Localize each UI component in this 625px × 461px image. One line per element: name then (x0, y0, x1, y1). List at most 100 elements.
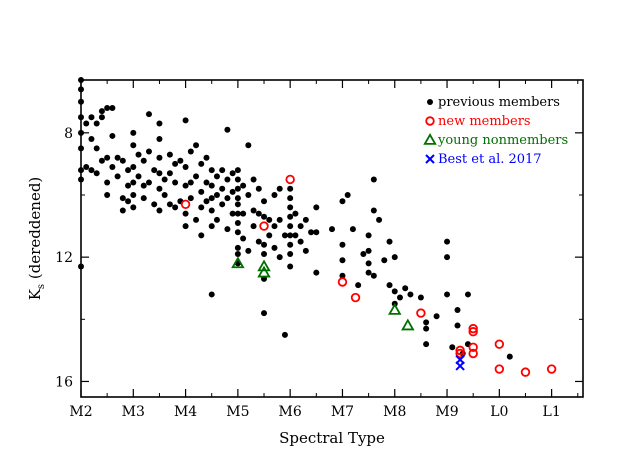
data-point (224, 126, 231, 133)
data-point (203, 179, 210, 186)
data-point (261, 241, 268, 248)
data-point (281, 331, 288, 338)
data-point (240, 210, 247, 217)
data-point (308, 229, 315, 236)
data-point (365, 269, 372, 276)
x-tick-label: L1 (543, 404, 561, 420)
data-point (182, 117, 189, 124)
data-point (494, 364, 505, 374)
y-axis-label-main: K (26, 288, 44, 300)
data-point (444, 291, 451, 298)
data-point (161, 176, 168, 183)
data-point (266, 232, 273, 239)
data-point (255, 210, 262, 217)
data-point (370, 176, 377, 183)
plot-frame (80, 79, 584, 398)
data-point (276, 185, 283, 192)
data-point (266, 216, 273, 223)
data-point (339, 272, 346, 279)
data-point (468, 323, 478, 334)
series-new-members (180, 174, 557, 377)
data-point (444, 238, 451, 245)
data-point (355, 282, 362, 289)
data-point (219, 185, 226, 192)
data-point (234, 185, 241, 192)
data-point (297, 238, 304, 245)
data-point (423, 341, 430, 348)
data-point (468, 327, 478, 337)
data-point (292, 232, 299, 239)
data-point (104, 154, 111, 161)
data-point (172, 204, 179, 211)
data-point (177, 157, 184, 164)
data-point (156, 120, 163, 127)
x-tick-label: M2 (69, 404, 92, 420)
x-tick-label: L0 (490, 404, 508, 420)
data-point (407, 291, 414, 298)
data-point (234, 229, 241, 236)
data-point (454, 322, 461, 329)
y-tick-label: 16 (55, 374, 73, 390)
data-point (93, 145, 100, 152)
data-point (182, 182, 189, 189)
data-point (119, 195, 126, 202)
data-point (229, 188, 236, 195)
data-point (208, 207, 215, 214)
data-point (455, 348, 465, 359)
data-point (156, 207, 163, 214)
x-tick-label: M4 (174, 404, 197, 420)
data-point (156, 185, 163, 192)
data-point (259, 221, 269, 231)
data-point (119, 207, 126, 214)
y-tick-label: 8 (64, 126, 73, 142)
data-point (145, 179, 152, 186)
data-point (140, 195, 147, 202)
data-point (245, 247, 252, 254)
data-point (370, 207, 377, 214)
data-point (104, 191, 111, 198)
data-point (387, 302, 402, 315)
data-point (401, 318, 415, 331)
data-point (88, 114, 95, 121)
y-tick-label: 12 (55, 250, 73, 266)
data-point (454, 306, 461, 313)
data-point (370, 272, 377, 279)
data-point (104, 179, 111, 186)
data-point (224, 176, 231, 183)
data-point (261, 198, 268, 205)
legend: previous members new members young nonmemb… (423, 95, 568, 167)
data-point (198, 232, 205, 239)
legend-label: Best et al. 2017 (438, 152, 542, 167)
data-point (261, 310, 268, 317)
data-point (365, 260, 372, 267)
data-point (130, 129, 137, 136)
axes: M2 M3 M4 M5 M6 M7 M8 M9 L0 L1 8 12 16 (55, 80, 583, 420)
data-point (88, 167, 95, 174)
data-point (166, 151, 173, 158)
data-point (187, 195, 194, 202)
data-point (287, 223, 294, 230)
data-point (287, 204, 294, 211)
data-point (140, 157, 147, 164)
data-point (391, 254, 398, 261)
data-point (416, 308, 426, 318)
data-point (130, 164, 137, 171)
data-point (376, 216, 383, 223)
data-point (224, 226, 231, 233)
data-point (250, 207, 257, 214)
data-point (261, 251, 268, 258)
data-point (83, 164, 90, 171)
data-point (313, 269, 320, 276)
series-best-et-al-2017 (455, 354, 465, 371)
legend-label: previous members (438, 95, 560, 110)
cross-stroke (425, 154, 435, 164)
data-point (339, 257, 346, 264)
data-point (402, 285, 409, 292)
data-point (271, 223, 278, 230)
data-point (464, 291, 471, 298)
data-point (494, 339, 505, 349)
data-point (546, 364, 557, 374)
data-point (468, 348, 478, 359)
data-point (276, 254, 283, 261)
